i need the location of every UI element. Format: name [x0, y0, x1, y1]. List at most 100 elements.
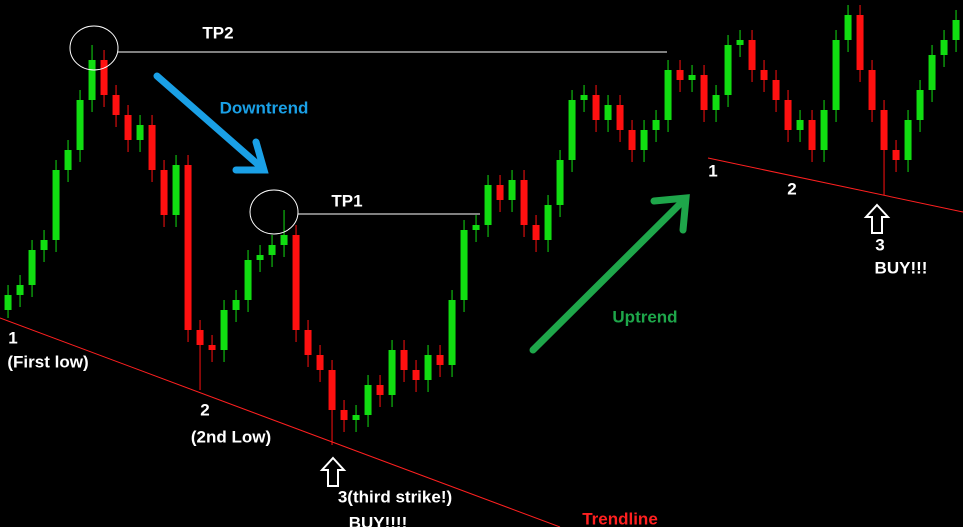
candle-body: [832, 40, 840, 110]
uptrend-arrow: [529, 194, 690, 354]
candle-body: [784, 100, 792, 130]
candle-body: [904, 120, 912, 160]
candle-body: [652, 120, 660, 130]
annotation: 2: [787, 179, 796, 198]
buy-arrow: [319, 456, 347, 487]
candle-body: [64, 150, 72, 170]
candle-body: [724, 45, 732, 95]
annotation: BUY!!!: [875, 258, 928, 277]
candle-body: [376, 385, 384, 395]
candle-body: [244, 260, 252, 300]
candle-body: [388, 350, 396, 395]
candle-body: [364, 385, 372, 415]
candle-body: [412, 370, 420, 380]
candle-body: [928, 55, 936, 90]
candles: [4, 5, 960, 445]
annotation: Uptrend: [612, 307, 677, 326]
candle-body: [88, 60, 96, 100]
annotation: 1: [708, 161, 717, 180]
trendline: [0, 317, 561, 527]
candle-body: [16, 285, 24, 295]
annotation: TP1: [331, 191, 362, 210]
candle-body: [808, 120, 816, 150]
candle-body: [100, 60, 108, 95]
downtrend-arrow: [153, 72, 269, 174]
annotation: Downtrend: [220, 98, 309, 117]
candle-body: [40, 240, 48, 250]
annotation: 1: [8, 328, 17, 347]
candle-body: [460, 230, 468, 300]
candle-body: [532, 225, 540, 240]
annotation: 3(third strike!): [338, 487, 452, 506]
candle-body: [640, 130, 648, 150]
candle-body: [520, 180, 528, 225]
annotation: 3: [875, 235, 884, 254]
annotation: TP2: [202, 23, 233, 42]
candle-body: [820, 110, 828, 150]
candle-body: [124, 115, 132, 140]
candle-body: [112, 95, 120, 115]
candle-body: [760, 70, 768, 80]
candle-body: [208, 345, 216, 350]
candle-body: [664, 70, 672, 120]
candle-body: [868, 70, 876, 110]
candle-body: [748, 40, 756, 70]
candle-body: [796, 120, 804, 130]
candle-body: [328, 370, 336, 410]
candle-body: [592, 95, 600, 120]
candle-body: [568, 100, 576, 160]
candle-body: [508, 180, 516, 200]
candle-body: [892, 150, 900, 160]
candle-body: [952, 20, 960, 40]
candle-body: [340, 410, 348, 420]
candle-body: [772, 80, 780, 100]
candle-body: [148, 125, 156, 170]
candle-body: [448, 300, 456, 365]
candle-body: [136, 125, 144, 140]
candle-body: [940, 40, 948, 55]
candle-body: [184, 165, 192, 330]
candle-body: [76, 100, 84, 150]
candle-body: [916, 90, 924, 120]
candle-body: [196, 330, 204, 345]
candle-body: [304, 330, 312, 355]
candle-body: [268, 245, 276, 255]
candle-body: [676, 70, 684, 80]
candle-body: [544, 205, 552, 240]
candle-body: [220, 310, 228, 350]
candle-body: [580, 95, 588, 100]
buy-arrow: [863, 203, 891, 234]
candle-body: [628, 130, 636, 150]
candle-body: [316, 355, 324, 370]
annotation: (First low): [7, 352, 88, 371]
candle-body: [232, 300, 240, 310]
candle-body: [436, 355, 444, 365]
candle-body: [4, 295, 12, 310]
candle-body: [352, 415, 360, 420]
candle-body: [604, 105, 612, 120]
candle-body: [160, 170, 168, 215]
annotation: Trendline: [582, 509, 658, 527]
candle-body: [736, 40, 744, 45]
candle-body: [688, 75, 696, 80]
tp-circle: [69, 25, 119, 71]
candle-body: [472, 225, 480, 230]
candle-body: [280, 235, 288, 245]
candle-body: [856, 15, 864, 70]
candle-body: [556, 160, 564, 205]
candle-body: [496, 185, 504, 200]
candle-body: [28, 250, 36, 285]
annotation: BUY!!!!: [349, 513, 408, 527]
candle-body: [256, 255, 264, 260]
candle-body: [292, 235, 300, 330]
candle-body: [616, 105, 624, 130]
annotation: 2: [200, 400, 209, 419]
tp-circle: [249, 189, 299, 235]
candle-body: [880, 110, 888, 150]
candle-body: [484, 185, 492, 225]
candle-body: [700, 75, 708, 110]
annotation: (2nd Low): [191, 427, 271, 446]
candle-body: [52, 170, 60, 240]
